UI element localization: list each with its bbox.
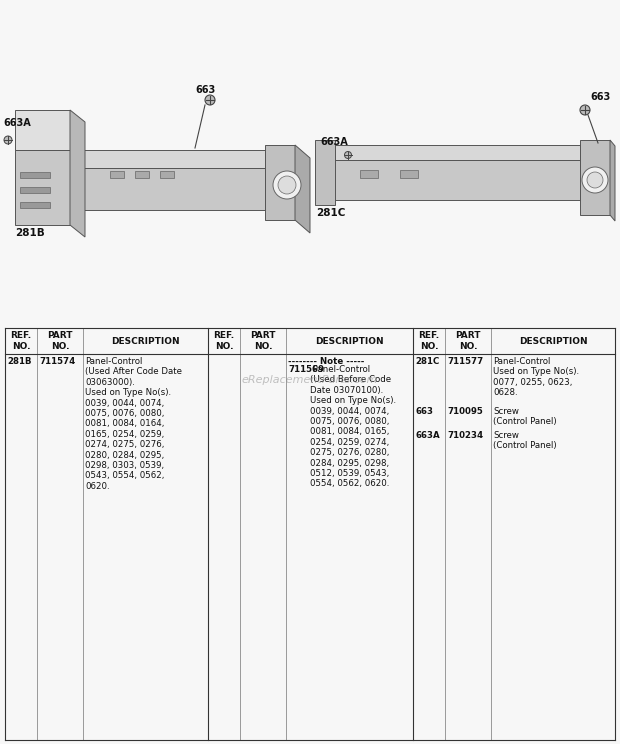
Circle shape (278, 176, 296, 194)
Circle shape (582, 167, 608, 193)
Polygon shape (295, 145, 310, 233)
Text: 663A: 663A (320, 137, 348, 147)
Text: eReplacementParts.com: eReplacementParts.com (242, 375, 378, 385)
Text: Panel-Control
Used on Type No(s).
0077, 0255, 0623,
0628.: Panel-Control Used on Type No(s). 0077, … (493, 357, 579, 397)
Bar (360, 170, 378, 178)
Text: Panel-Control
(Used After Code Date
03063000).
Used on Type No(s).
0039, 0044, 0: Panel-Control (Used After Code Date 0306… (85, 357, 182, 491)
Circle shape (205, 95, 215, 105)
Text: DESCRIPTION: DESCRIPTION (519, 336, 587, 345)
Polygon shape (580, 140, 610, 215)
Polygon shape (60, 168, 265, 210)
Polygon shape (265, 145, 295, 220)
Text: PART
NO.: PART NO. (47, 331, 73, 350)
Text: 281B: 281B (7, 357, 32, 366)
Text: 711577: 711577 (447, 357, 483, 366)
Text: REF.
NO.: REF. NO. (11, 331, 32, 350)
Circle shape (580, 105, 590, 115)
Text: PART
NO.: PART NO. (455, 331, 480, 350)
Text: 663: 663 (590, 92, 610, 102)
Text: 711569: 711569 (288, 365, 324, 374)
Circle shape (273, 171, 301, 199)
Text: 663A: 663A (3, 118, 31, 128)
Circle shape (4, 136, 12, 144)
Text: 281B: 281B (15, 228, 45, 238)
Text: Screw
(Control Panel): Screw (Control Panel) (493, 407, 557, 426)
Text: 663: 663 (195, 85, 215, 95)
Text: 281C: 281C (316, 208, 345, 218)
Text: PART
NO.: PART NO. (250, 331, 276, 350)
Text: 663: 663 (415, 407, 433, 416)
Polygon shape (315, 140, 335, 205)
Text: DESCRIPTION: DESCRIPTION (111, 336, 180, 345)
Text: Screw
(Control Panel): Screw (Control Panel) (493, 431, 557, 450)
Bar (135, 171, 149, 178)
Text: -------- Note -----: -------- Note ----- (288, 357, 365, 366)
Text: REF.
NO.: REF. NO. (213, 331, 234, 350)
Text: 663A: 663A (415, 431, 440, 440)
Circle shape (587, 172, 603, 188)
Text: Panel-Control
(Used Before Code
Date 03070100).
Used on Type No(s).
0039, 0044, : Panel-Control (Used Before Code Date 030… (310, 365, 396, 488)
Text: 710095: 710095 (447, 407, 483, 416)
Text: 710234: 710234 (447, 431, 483, 440)
Text: DESCRIPTION: DESCRIPTION (315, 336, 384, 345)
Polygon shape (60, 150, 265, 168)
Circle shape (345, 152, 352, 158)
Bar (110, 171, 124, 178)
Polygon shape (330, 160, 580, 200)
Text: 711574: 711574 (39, 357, 75, 366)
Bar (160, 171, 174, 178)
Polygon shape (70, 110, 85, 237)
Polygon shape (610, 140, 615, 221)
Polygon shape (15, 150, 70, 225)
Bar (20, 187, 50, 193)
Polygon shape (15, 110, 70, 150)
Bar (400, 170, 418, 178)
Polygon shape (330, 145, 580, 160)
Bar (20, 202, 50, 208)
Text: REF.
NO.: REF. NO. (418, 331, 440, 350)
Text: 281C: 281C (415, 357, 439, 366)
Bar (20, 172, 50, 178)
